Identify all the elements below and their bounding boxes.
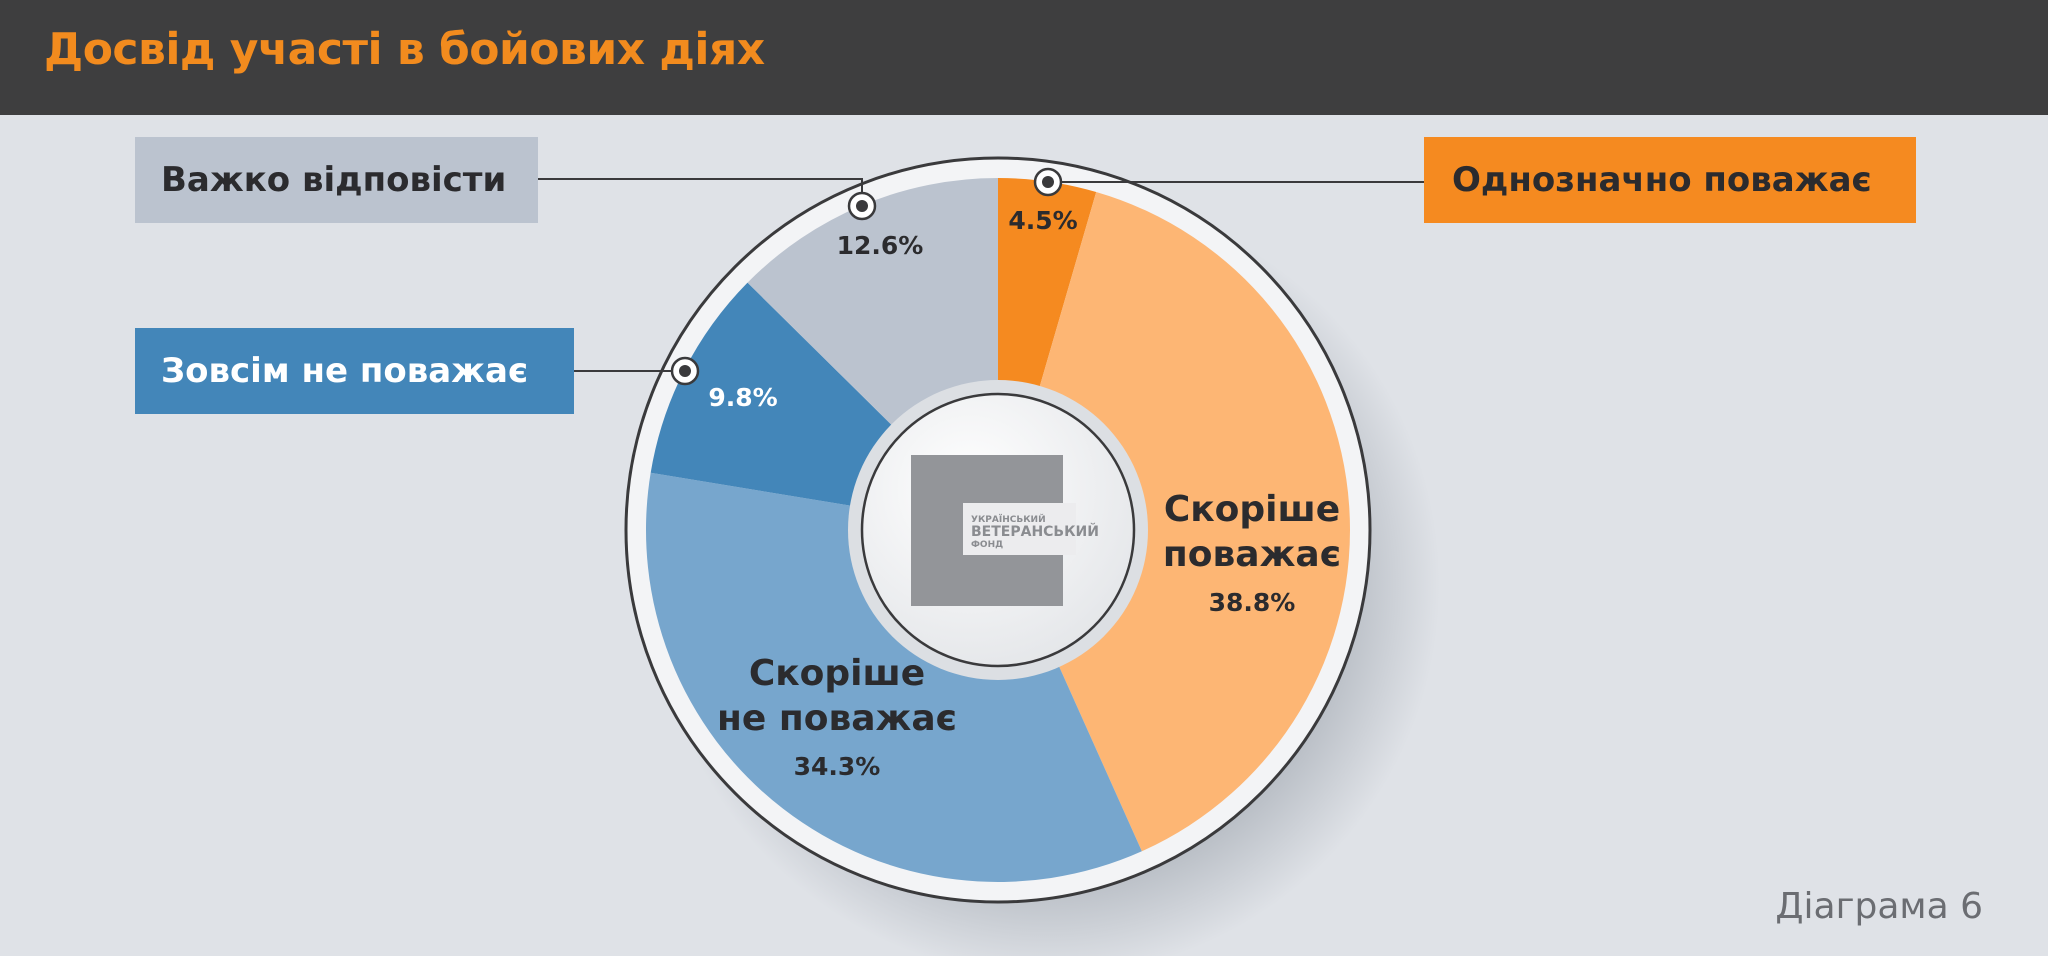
value-label-likely-respects: 38.8%	[1209, 588, 1296, 617]
logo-text-line2: ВЕТЕРАНСЬКИЙ	[971, 523, 1099, 540]
header-bar: Досвід участі в бойових діях	[0, 0, 2048, 115]
legend-hard-to-answer: Важко відповісти	[135, 137, 538, 223]
slice-likely-not-respects	[645, 472, 1142, 883]
inline-label-likely-respects-1: Скоріше	[1164, 489, 1340, 530]
value-label-definitely-respects: 4.5%	[1008, 206, 1077, 235]
page-title: Досвід участі в бойових діях	[44, 24, 765, 75]
legend-never-respects: Зовсім не поважає	[135, 328, 574, 414]
value-label-hard-to-answer: 12.6%	[837, 231, 924, 260]
slice-likely-respects	[1037, 191, 1351, 852]
logo-text-line1: УКРАЇНСЬКИЙ	[971, 513, 1046, 525]
pie-slices	[645, 178, 1351, 883]
logo-text-line3: ФОНД	[971, 540, 1003, 550]
inline-label-likely-not-1: Скоріше	[749, 653, 925, 694]
leader-hard-to-answer	[538, 178, 863, 206]
marker-never-respects-dot	[679, 365, 691, 377]
legend-definitely-respects: Однозначно поважає	[1424, 137, 1916, 223]
marker-hard-to-answer-dot	[856, 200, 868, 212]
slice-hard-to-answer	[747, 178, 998, 431]
value-label-never-respects: 9.8%	[708, 383, 777, 412]
logo-cutout	[963, 503, 1076, 555]
diagram-number: Діаграма 6	[1775, 886, 1983, 927]
inline-label-likely-respects-2: поважає	[1163, 534, 1341, 575]
slice-never-respects	[650, 282, 897, 507]
value-label-likely-not-respects: 34.3%	[794, 752, 881, 781]
slice-definitely-respects	[998, 178, 1097, 394]
marker-definitely-respects-dot	[1042, 176, 1054, 188]
leader-lines	[538, 167, 1424, 386]
inline-label-likely-not-2: не поважає	[717, 698, 957, 739]
